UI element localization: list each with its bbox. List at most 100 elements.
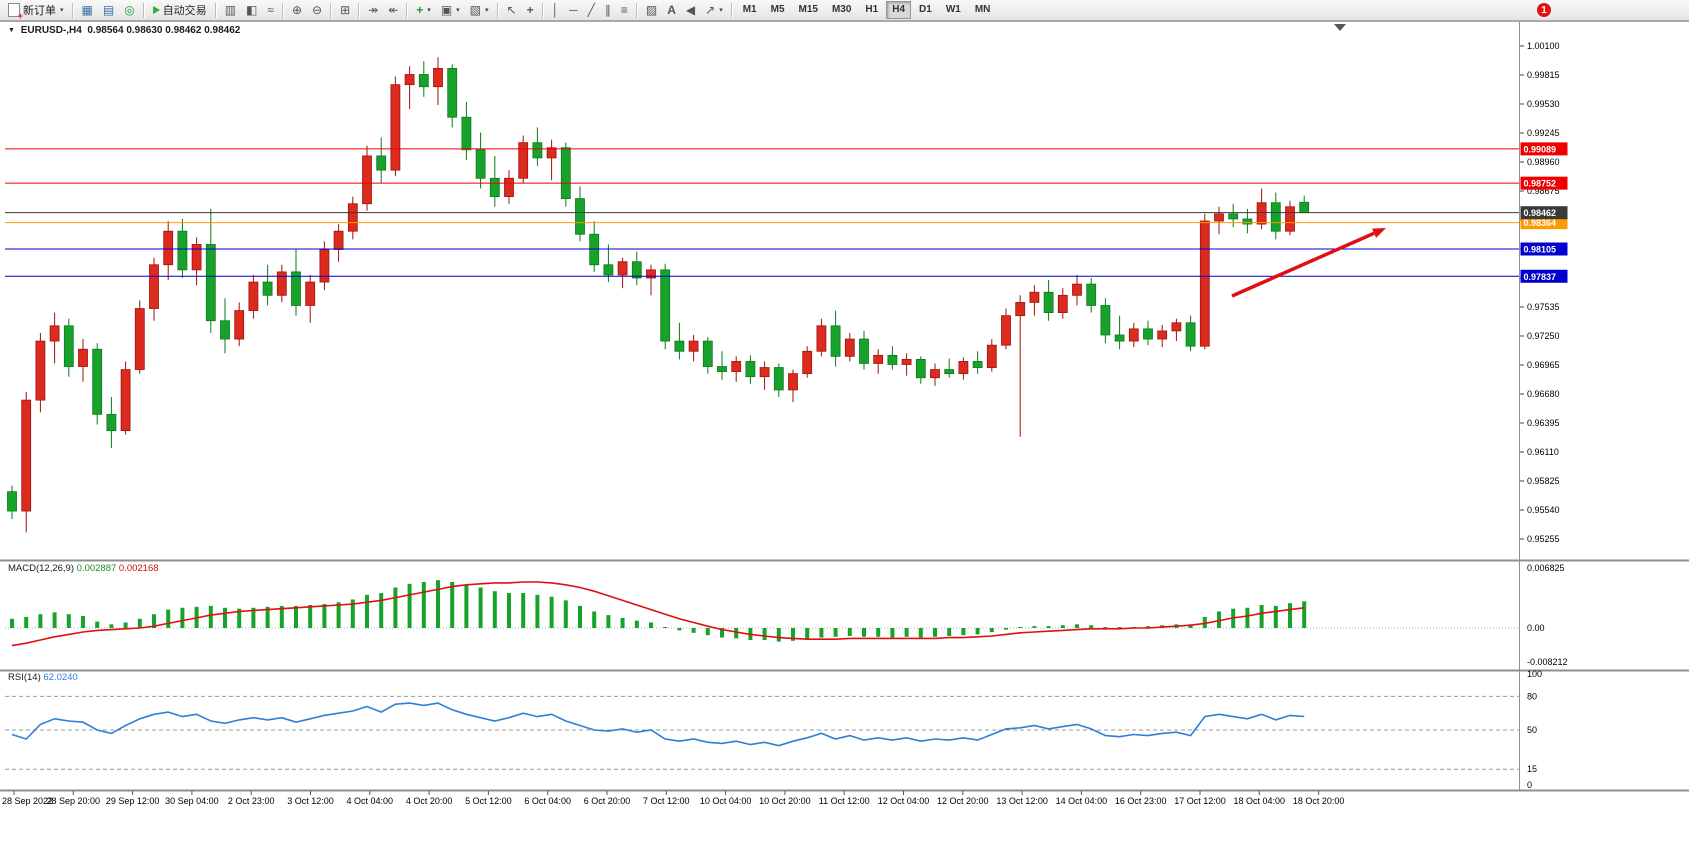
zoom-out-button[interactable]: ⊖: [307, 0, 327, 20]
svg-text:0.97535: 0.97535: [1527, 302, 1560, 312]
svg-text:4 Oct 20:00: 4 Oct 20:00: [406, 796, 453, 806]
horizontal-line-button[interactable]: ─: [564, 0, 583, 20]
tile-windows-icon: ⊞: [340, 3, 351, 17]
line-chart-icon: ≈: [267, 3, 274, 17]
svg-text:0.006825: 0.006825: [1527, 563, 1565, 573]
timeframe-m5-button[interactable]: M5: [770, 4, 785, 15]
macd-label: MACD(12,26,9) 0.002887 0.002168: [8, 563, 159, 574]
indicators-button[interactable]: + ▾: [411, 0, 436, 20]
toolbar-separator: [635, 2, 638, 18]
timeframe-d1-button[interactable]: D1: [919, 4, 932, 15]
chart-symbol-period: EURUSD-,H4: [20, 25, 82, 36]
svg-text:0.95255: 0.95255: [1527, 534, 1560, 544]
chart-shift-button[interactable]: ↞: [383, 0, 403, 20]
svg-text:0.98752: 0.98752: [1524, 179, 1557, 189]
bar-chart-icon: ▥: [224, 3, 237, 17]
horizontal-line-icon: ─: [569, 3, 578, 17]
toolbar: 新订单 ▾ ▦ ▤ ◎ 自动交易 ▥ ◧ ≈ ⊕ ⊖ ⊞ ↠ ↞ +▾ ▣▾ ▧…: [0, 0, 1689, 21]
svg-text:28 Sep 20:00: 28 Sep 20:00: [47, 796, 101, 806]
svg-text:0.95825: 0.95825: [1527, 476, 1560, 486]
vertical-line-button[interactable]: │: [547, 0, 565, 20]
channel-button[interactable]: ∥: [600, 0, 616, 20]
data-window-button[interactable]: ▤: [98, 0, 119, 20]
bar-chart-button[interactable]: ▥: [220, 0, 241, 20]
new-order-button[interactable]: 新订单 ▾: [3, 0, 69, 21]
timeframe-h1-button[interactable]: H1: [865, 4, 879, 15]
cursor-icon: ↖: [506, 3, 517, 17]
notification-badge[interactable]: 1: [1537, 3, 1551, 17]
svg-text:0.96395: 0.96395: [1527, 418, 1560, 428]
new-order-icon: [8, 3, 23, 21]
svg-text:0.96110: 0.96110: [1527, 447, 1559, 457]
svg-text:2 Oct 23:00: 2 Oct 23:00: [228, 796, 275, 806]
market-watch-button[interactable]: ▦: [77, 0, 98, 20]
templates-icon: ▧: [469, 3, 482, 17]
trendline-button[interactable]: ╱: [583, 0, 600, 20]
autotrading-play-icon: [152, 6, 160, 14]
text-tool-button[interactable]: A: [662, 0, 681, 20]
zoom-in-button[interactable]: ⊕: [287, 0, 307, 20]
svg-text:12 Oct 04:00: 12 Oct 04:00: [878, 796, 930, 806]
timeframe-w1-button[interactable]: W1: [945, 4, 961, 15]
svg-text:30 Sep 04:00: 30 Sep 04:00: [165, 796, 219, 806]
equidistant-channel-icon: ∥: [604, 3, 611, 17]
svg-text:0.98675: 0.98675: [1527, 186, 1560, 196]
toolbar-separator: [496, 2, 499, 18]
data-window-icon: ▤: [102, 3, 115, 17]
toolbar-separator: [214, 2, 217, 18]
arrow-object-icon: ↗: [705, 3, 716, 17]
zoom-out-icon: ⊖: [312, 3, 323, 17]
timeframe-m15-button[interactable]: M15: [798, 4, 818, 15]
timeframe-h4-button[interactable]: H4: [886, 1, 912, 19]
label-tool-button[interactable]: ◀: [681, 0, 700, 20]
svg-text:0.97837: 0.97837: [1524, 272, 1557, 282]
periods-button[interactable]: ▣ ▾: [436, 0, 465, 20]
candlestick-chart-button[interactable]: ◧: [241, 0, 262, 20]
toolbar-separator: [281, 2, 284, 18]
chevron-down-icon: ▾: [719, 7, 723, 14]
shapes-button[interactable]: ▨: [641, 0, 662, 20]
timeframe-mn-button[interactable]: MN: [974, 4, 991, 15]
navigator-button[interactable]: ◎: [119, 0, 139, 20]
svg-text:0.99089: 0.99089: [1524, 144, 1557, 154]
svg-text:1.00100: 1.00100: [1527, 41, 1560, 51]
fibonacci-button[interactable]: ≡: [616, 0, 633, 20]
timeframe-m30-button[interactable]: M30: [831, 4, 852, 15]
templates-button[interactable]: ▧ ▾: [465, 0, 494, 20]
svg-text:100: 100: [1527, 669, 1542, 679]
svg-text:4 Oct 04:00: 4 Oct 04:00: [347, 796, 394, 806]
rsi-label: RSI(14) 62.0240: [8, 672, 78, 683]
ohlc-close: 0.98462: [204, 25, 241, 36]
macd-panel-splitter[interactable]: [0, 558, 1689, 563]
trendline-icon: ╱: [587, 3, 595, 17]
ohlc-high: 0.98630: [126, 25, 163, 36]
candlestick-chart-icon: ◧: [246, 3, 258, 17]
autotrading-button[interactable]: 自动交易: [148, 0, 212, 20]
timeaxis-splitter[interactable]: [0, 788, 1689, 793]
svg-text:10 Oct 20:00: 10 Oct 20:00: [759, 796, 811, 806]
navigator-icon: ◎: [124, 3, 135, 17]
svg-text:7 Oct 12:00: 7 Oct 12:00: [643, 796, 690, 806]
svg-text:17 Oct 12:00: 17 Oct 12:00: [1174, 796, 1226, 806]
svg-text:50: 50: [1527, 725, 1537, 735]
toolbar-separator: [358, 2, 361, 18]
arrows-button[interactable]: ↗ ▾: [700, 0, 728, 20]
svg-text:0: 0: [1527, 780, 1532, 790]
timeframe-m1-button[interactable]: M1: [742, 4, 757, 15]
svg-text:0.99815: 0.99815: [1527, 70, 1560, 80]
rsi-panel-splitter[interactable]: [0, 668, 1689, 673]
cursor-button[interactable]: ↖: [502, 0, 522, 20]
tile-windows-button[interactable]: ⊞: [335, 0, 355, 20]
crosshair-button[interactable]: +: [522, 0, 539, 20]
auto-scroll-button[interactable]: ↠: [363, 0, 383, 20]
chart-header: ▼ EURUSD-,H4 0.98564 0.98630 0.98462 0.9…: [8, 25, 240, 36]
line-chart-button[interactable]: ≈: [262, 0, 279, 20]
price-axis[interactable]: [1520, 22, 1689, 790]
periods-icon: ▣: [440, 3, 453, 17]
svg-text:0.99530: 0.99530: [1527, 99, 1560, 109]
svg-text:6 Oct 04:00: 6 Oct 04:00: [524, 796, 571, 806]
time-axis[interactable]: [0, 791, 1519, 817]
svg-text:10 Oct 04:00: 10 Oct 04:00: [700, 796, 752, 806]
